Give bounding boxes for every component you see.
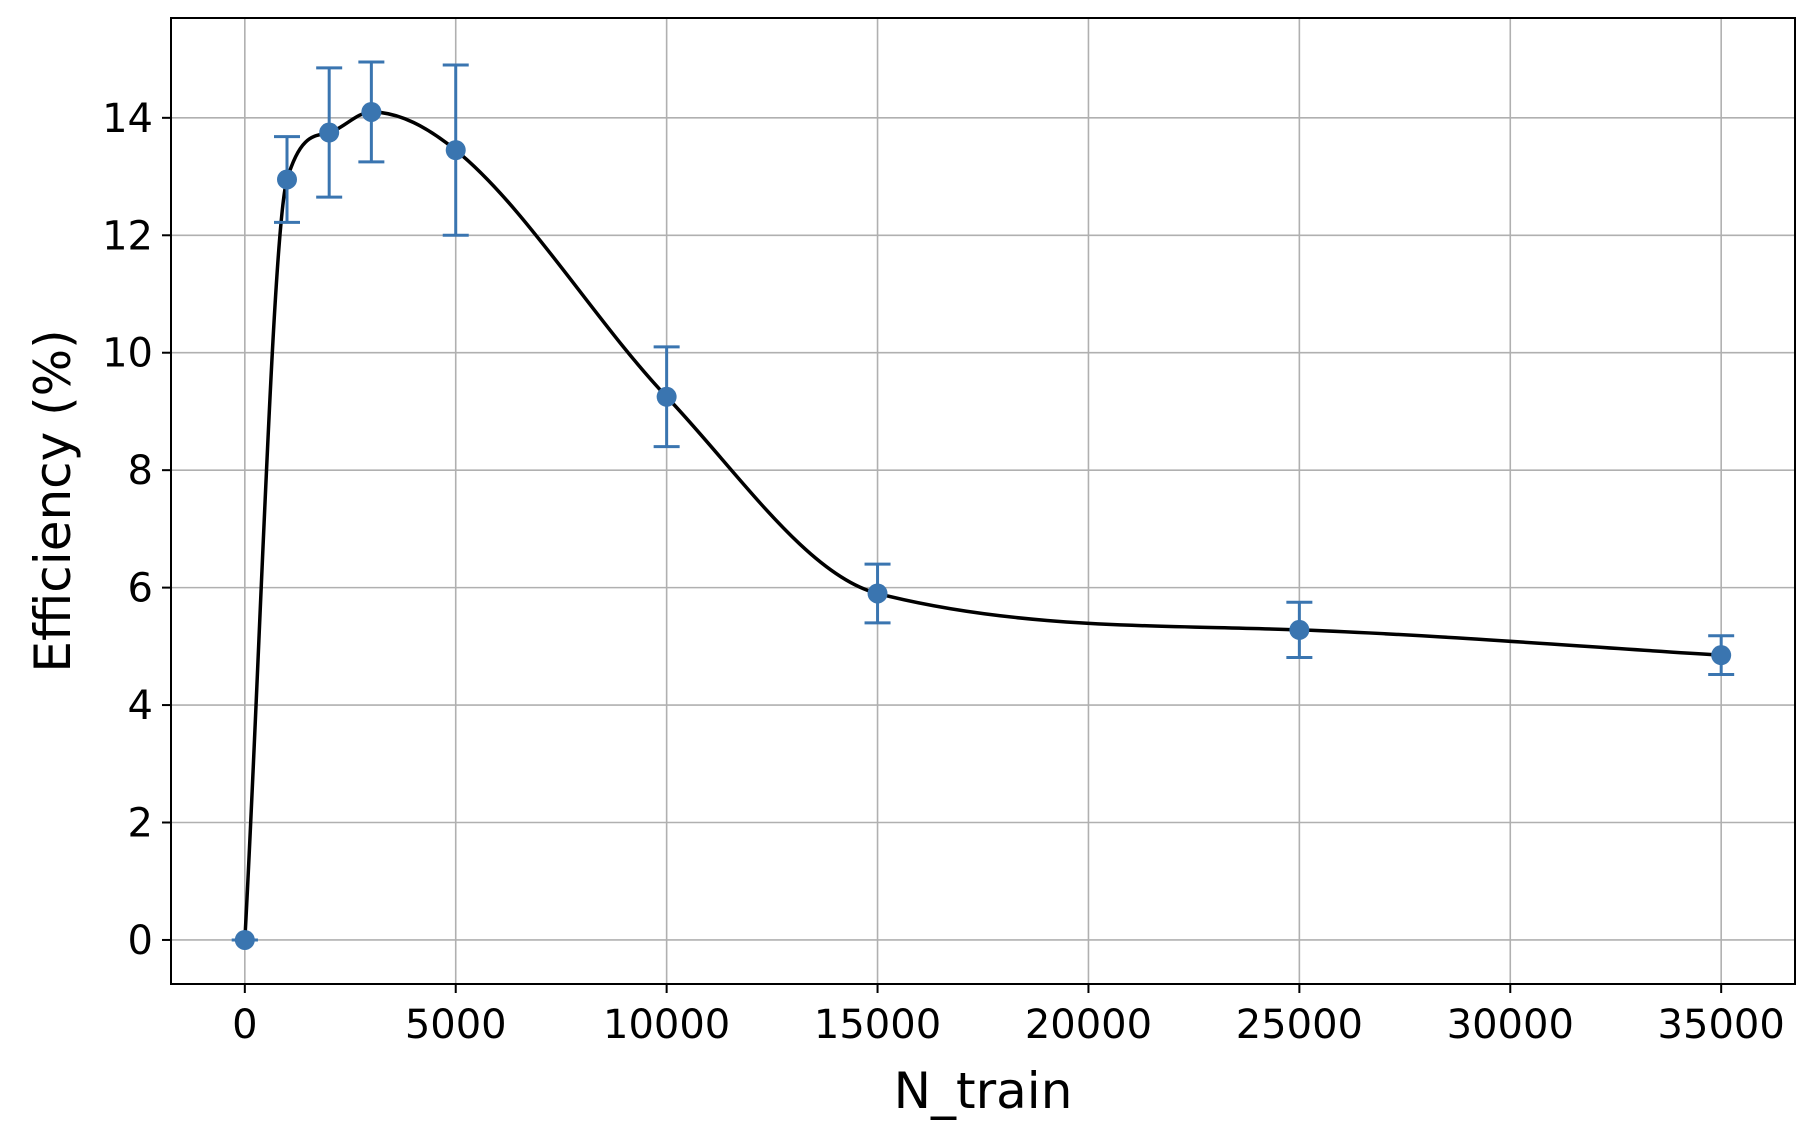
y-tick-label: 4 [128, 683, 153, 729]
data-point [319, 122, 340, 143]
data-point [1289, 619, 1310, 640]
data-points [234, 101, 1732, 950]
data-point [361, 101, 382, 122]
data-point [234, 929, 255, 950]
x-tick-label: 5000 [405, 1002, 507, 1048]
data-point [867, 583, 888, 604]
y-tick-label: 14 [102, 96, 153, 142]
x-tick-label: 30000 [1447, 1002, 1574, 1048]
x-tick-label: 0 [232, 1002, 257, 1048]
x-tick-label: 25000 [1236, 1002, 1363, 1048]
y-axis-ticks: 0 2 4 6 8 10 12 14 [102, 96, 171, 964]
y-tick-label: 10 [102, 331, 153, 377]
x-tick-label: 35000 [1658, 1002, 1785, 1048]
x-axis-label: N_train [894, 1062, 1073, 1120]
grid [171, 18, 1795, 984]
data-point [445, 140, 466, 161]
y-tick-label: 6 [128, 566, 153, 612]
error-bars [231, 60, 1735, 942]
data-point [277, 169, 297, 190]
y-axis-label: Efficiency (%) [24, 329, 82, 672]
x-axis-ticks: 0 5000 10000 15000 20000 25000 30000 35000 [232, 984, 1785, 1048]
x-tick-label: 10000 [603, 1002, 730, 1048]
x-tick-label: 20000 [1025, 1002, 1152, 1048]
plot-frame [170, 17, 1796, 985]
y-tick-label: 12 [102, 213, 153, 259]
y-tick-label: 2 [128, 801, 153, 847]
x-tick-label: 15000 [814, 1002, 941, 1048]
y-tick-label: 8 [128, 448, 153, 494]
data-point [656, 386, 677, 407]
data-point [1711, 645, 1732, 666]
y-tick-label: 0 [128, 918, 153, 964]
